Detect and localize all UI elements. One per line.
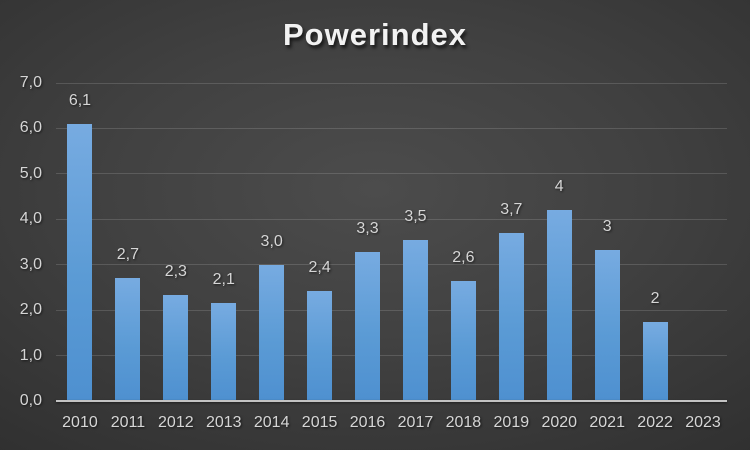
x-axis-category-label: 2023 xyxy=(685,414,721,431)
bar xyxy=(307,290,333,401)
x-axis-category-label: 2022 xyxy=(637,414,673,431)
x-axis-category-label: 2010 xyxy=(62,414,98,431)
x-axis-category-label: 2020 xyxy=(541,414,578,431)
bar xyxy=(498,232,524,401)
x-axis-category-label: 2016 xyxy=(349,414,386,431)
chart-title: Powerindex xyxy=(283,17,467,52)
bar xyxy=(642,322,668,401)
bar-value-label: 2,4 xyxy=(308,258,331,276)
bar xyxy=(115,278,141,401)
bar-value-label: 3,0 xyxy=(260,232,283,250)
x-axis-category-label: 2011 xyxy=(110,414,146,431)
bar-value-label: 3,5 xyxy=(404,207,427,225)
y-gridline xyxy=(56,173,727,175)
bar-value-label: 2,3 xyxy=(164,263,187,281)
bar-value-label: 2,1 xyxy=(212,271,235,289)
bar-value-label: 2,6 xyxy=(452,248,475,266)
bar xyxy=(163,295,189,401)
x-axis-category-label: 2019 xyxy=(493,414,530,431)
y-gridline xyxy=(56,264,727,266)
bar xyxy=(402,239,428,401)
y-axis-tick-label: 6,0 xyxy=(19,119,42,137)
y-gridline xyxy=(56,309,727,311)
y-axis-tick-label: 3,0 xyxy=(19,255,42,273)
x-axis-line xyxy=(56,400,727,402)
y-gridline xyxy=(56,218,727,220)
bar-value-label: 2,7 xyxy=(116,246,140,264)
bar-value-label: 2 xyxy=(650,290,660,308)
bar xyxy=(355,251,381,401)
x-axis-category-label: 2014 xyxy=(253,414,290,431)
y-gridline xyxy=(56,127,727,129)
x-axis-category-label: 2013 xyxy=(205,414,242,431)
y-gridline xyxy=(56,355,727,357)
x-axis-category-label: 2021 xyxy=(589,414,625,431)
y-axis-tick-label: 1,0 xyxy=(19,346,42,364)
bar xyxy=(546,210,572,401)
bar xyxy=(450,280,476,401)
bar xyxy=(67,123,93,401)
bar xyxy=(594,250,620,401)
bar-value-label: 3,3 xyxy=(356,219,379,237)
y-axis-tick-label: 5,0 xyxy=(19,164,42,182)
y-axis-tick-label: 7,0 xyxy=(19,74,42,91)
bar-value-label: 6,1 xyxy=(68,91,92,109)
bar xyxy=(211,303,237,401)
y-axis-tick-label: 2,0 xyxy=(19,301,42,319)
y-axis-tick-label: 0,0 xyxy=(19,392,42,409)
bar xyxy=(259,264,285,401)
x-axis-category-label: 2012 xyxy=(158,414,194,431)
bar-value-label: 3 xyxy=(602,218,612,236)
x-axis-category-label: 2018 xyxy=(445,414,482,431)
x-axis-category-label: 2017 xyxy=(397,414,434,431)
bar-value-label: 3,7 xyxy=(500,200,523,218)
bar-value-label: 4 xyxy=(554,178,564,196)
y-gridline xyxy=(56,82,727,84)
y-axis-tick-label: 4,0 xyxy=(19,210,42,228)
x-axis-category-label: 2015 xyxy=(301,414,338,431)
